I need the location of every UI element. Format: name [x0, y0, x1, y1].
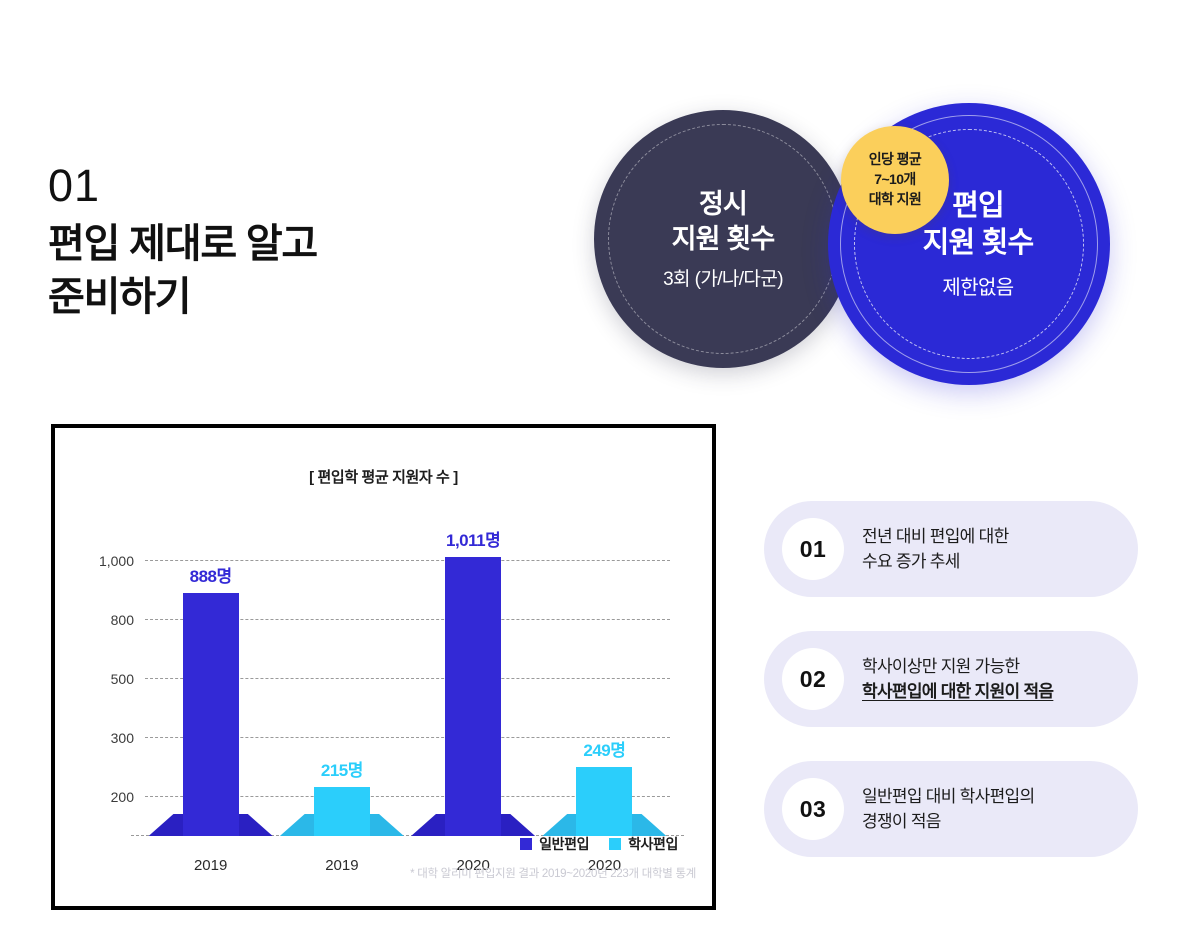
circle-blue-main-line-1: 편입: [952, 189, 1005, 222]
chart-legend-label: 학사편입: [628, 836, 678, 852]
chart-y-tick-label: 500: [110, 671, 134, 687]
info-card-number: 03: [782, 778, 844, 840]
info-card[interactable]: 02 학사이상만 지원 가능한 학사편입에 대한 지원이 적음: [764, 631, 1138, 727]
circle-transfer-admission: 편입 지원 횟수 제한없음: [828, 103, 1110, 385]
info-card-line-2: 경쟁이 적음: [862, 812, 941, 831]
chart-bar-value-label: 215명: [320, 761, 364, 781]
chart-axis-baseline: [131, 835, 684, 836]
chart-y-tick-label: 800: [110, 612, 134, 628]
chart-x-tick-label: 2020: [587, 857, 622, 874]
section-number: 01: [48, 160, 101, 211]
info-card-line-1: 전년 대비 편입에 대한: [862, 526, 1009, 546]
chart-bar-value-label: 1,011명: [446, 530, 501, 550]
chart-plot-area: 1,000 800 500 300 200 888명 2019 215명 2019 1,011명…: [99, 524, 684, 874]
chart-y-tick-label: 300: [110, 730, 134, 746]
chart-gridline: 1,000: [99, 553, 670, 569]
circle-dark-main-line-1: 정시: [698, 189, 748, 220]
page-title-line-1: 편입 제대로 알고: [48, 222, 318, 266]
circle-blue-content: 편입 지원 횟수 제한없음: [828, 103, 1110, 385]
info-card-line-1: 일반편입 대비 학사편입의: [862, 786, 1035, 806]
chart-legend-label: 일반편입: [539, 836, 590, 852]
circle-blue-main-line-2: 지원 횟수: [922, 227, 1035, 259]
chart-legend: 일반편입 학사편입: [520, 834, 678, 854]
chart-x-tick-label: 2020: [456, 857, 490, 874]
chart-footnote: * 대학 알리미 편입지원 결과 2019~2020년 223개 대학별 통계: [410, 868, 696, 880]
badge-text: 인당 평균 7~10개 대학 지원: [868, 150, 922, 210]
chart-gridline: 500: [111, 671, 670, 687]
circle-dark-main-line-2: 지원 횟수: [671, 224, 776, 254]
chart-gridline: 800: [111, 612, 670, 628]
circle-blue-main-label: 편입 지원 횟수: [922, 188, 1035, 262]
chart-bar-group: 215명 2019: [276, 524, 407, 874]
info-card-line-2: 학사편입에 대한 지원이 적음: [862, 682, 1054, 701]
circle-regular-admission: 정시 지원 횟수 3회 (가/나/다군): [594, 110, 852, 368]
chart-y-tick-label: 1,000: [98, 553, 134, 569]
circle-dark-sub-label: 3회 (가/나/다군): [663, 268, 783, 290]
legend-swatch-icon: [609, 838, 622, 850]
badge-line-3: 대학 지원: [868, 190, 922, 207]
dashed-ring-decoration: [854, 129, 1084, 359]
circle-blue-sub-label: 제한없음: [942, 277, 1014, 300]
chart-y-tick-label: 200: [110, 789, 134, 805]
chart-bar[interactable]: [313, 787, 370, 836]
badge-line-2: 7~10개: [874, 171, 916, 188]
info-card-number: 02: [782, 648, 844, 710]
chart-title: [ 편입학 평균 지원자 수 ]: [309, 469, 458, 486]
info-card-text: 전년 대비 편입에 대한 수요 증가 추세: [862, 524, 1009, 574]
info-card-line-1: 학사이상만 지원 가능한: [862, 656, 1020, 676]
chart-legend-item[interactable]: 일반편입: [520, 834, 589, 854]
chart-bar-group: 249명 2020: [539, 524, 670, 874]
chart-bar-value-label: 249명: [583, 741, 626, 761]
info-card-text: 일반편입 대비 학사편입의 경쟁이 적음: [862, 784, 1035, 834]
chart-bar[interactable]: [445, 556, 502, 836]
page-title: 편입 제대로 알고 준비하기: [48, 218, 518, 324]
chart-panel: [ 편입학 평균 지원자 수 ] 1,000 800 500 300 200 888명 2…: [51, 424, 716, 910]
chart-bar[interactable]: [182, 593, 239, 836]
info-card-line-2: 수요 증가 추세: [862, 552, 960, 571]
badge-line-1: 인당 평균: [868, 151, 922, 168]
chart-bar-value-label: 888명: [189, 567, 233, 587]
info-card-text: 학사이상만 지원 가능한 학사편입에 대한 지원이 적음: [862, 654, 1054, 704]
chart-x-tick-label: 2019: [193, 857, 228, 874]
page-title-line-2: 준비하기: [48, 274, 192, 319]
average-applications-badge: 인당 평균 7~10개 대학 지원: [841, 126, 949, 234]
solid-ring-decoration: [840, 115, 1098, 373]
heading-block: 01 편입 제대로 알고 준비하기: [48, 163, 518, 324]
info-card[interactable]: 03 일반편입 대비 학사편입의 경쟁이 적음: [764, 761, 1138, 857]
legend-swatch-icon: [520, 838, 533, 850]
chart-bar-group: 888명 2019: [145, 524, 276, 874]
chart-legend-item[interactable]: 학사편입: [609, 834, 678, 854]
info-card[interactable]: 01 전년 대비 편입에 대한 수요 증가 추세: [764, 501, 1138, 597]
circle-dark-content: 정시 지원 횟수 3회 (가/나/다군): [594, 110, 852, 368]
chart-gridline: 200: [111, 789, 670, 805]
chart-bar[interactable]: [576, 767, 633, 836]
chart-gridline: 300: [111, 730, 670, 746]
circle-dark-main-label: 정시 지원 횟수: [671, 187, 776, 256]
chart-x-tick-label: 2019: [325, 857, 359, 874]
info-card-number: 01: [782, 518, 844, 580]
chart-bar-group: 1,011명 2020: [408, 524, 539, 874]
